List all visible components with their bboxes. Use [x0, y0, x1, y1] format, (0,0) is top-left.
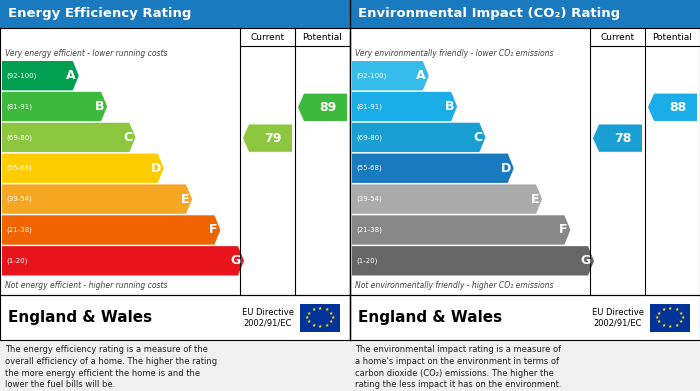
Text: Current: Current — [601, 32, 635, 41]
Text: 78: 78 — [614, 132, 631, 145]
Text: Very energy efficient - lower running costs: Very energy efficient - lower running co… — [5, 49, 167, 58]
Text: A: A — [416, 69, 426, 82]
Text: B: B — [444, 100, 454, 113]
Text: (1-20): (1-20) — [356, 258, 377, 264]
Text: ★: ★ — [307, 319, 311, 325]
Text: Very environmentally friendly - lower CO₂ emissions: Very environmentally friendly - lower CO… — [355, 49, 554, 58]
Text: ★: ★ — [318, 324, 322, 329]
Text: Potential: Potential — [652, 32, 692, 41]
Text: E: E — [181, 193, 189, 206]
Text: ★: ★ — [668, 324, 672, 329]
Text: (21-38): (21-38) — [356, 227, 382, 233]
Text: ★: ★ — [668, 306, 672, 311]
Text: ★: ★ — [305, 315, 309, 320]
Text: EU Directive
2002/91/EC: EU Directive 2002/91/EC — [242, 308, 294, 327]
Text: (81-91): (81-91) — [6, 103, 32, 110]
Text: Not environmentally friendly - higher CO₂ emissions: Not environmentally friendly - higher CO… — [355, 282, 554, 291]
Text: The energy efficiency rating is a measure of the
overall efficiency of a home. T: The energy efficiency rating is a measur… — [5, 345, 217, 389]
Text: Energy Efficiency Rating: Energy Efficiency Rating — [8, 7, 191, 20]
Text: (69-80): (69-80) — [6, 134, 32, 141]
Text: F: F — [559, 224, 568, 237]
Text: (21-38): (21-38) — [6, 227, 32, 233]
Text: (39-54): (39-54) — [6, 196, 32, 203]
Text: D: D — [150, 162, 161, 175]
Text: ★: ★ — [329, 310, 333, 316]
Text: G: G — [231, 254, 241, 267]
Text: ★: ★ — [307, 310, 311, 316]
Text: (81-91): (81-91) — [356, 103, 382, 110]
Text: 89: 89 — [318, 101, 336, 114]
Text: Current: Current — [251, 32, 285, 41]
Text: ★: ★ — [655, 315, 659, 320]
Text: C: C — [473, 131, 482, 144]
Text: (69-80): (69-80) — [356, 134, 382, 141]
Text: ★: ★ — [657, 319, 661, 325]
Text: ★: ★ — [312, 307, 316, 312]
Text: ★: ★ — [330, 315, 335, 320]
Text: (92-100): (92-100) — [356, 72, 386, 79]
Text: ★: ★ — [680, 315, 685, 320]
Text: England & Wales: England & Wales — [8, 310, 152, 325]
Text: G: G — [581, 254, 591, 267]
Text: (39-54): (39-54) — [356, 196, 382, 203]
Text: ★: ★ — [679, 310, 683, 316]
Text: EU Directive
2002/91/EC: EU Directive 2002/91/EC — [592, 308, 644, 327]
Text: ★: ★ — [324, 323, 328, 328]
Text: ★: ★ — [674, 307, 678, 312]
Text: ★: ★ — [662, 307, 666, 312]
Text: ★: ★ — [329, 319, 333, 325]
Text: C: C — [123, 131, 132, 144]
Text: E: E — [531, 193, 539, 206]
Text: ★: ★ — [312, 323, 316, 328]
Text: Environmental Impact (CO₂) Rating: Environmental Impact (CO₂) Rating — [358, 7, 620, 20]
Text: ★: ★ — [318, 306, 322, 311]
Text: (1-20): (1-20) — [6, 258, 27, 264]
Text: B: B — [94, 100, 104, 113]
Text: ★: ★ — [674, 323, 678, 328]
Text: (55-68): (55-68) — [6, 165, 32, 172]
Text: (92-100): (92-100) — [6, 72, 36, 79]
Text: F: F — [209, 224, 218, 237]
Text: The environmental impact rating is a measure of
a home's impact on the environme: The environmental impact rating is a mea… — [355, 345, 561, 389]
Text: ★: ★ — [324, 307, 328, 312]
Text: England & Wales: England & Wales — [358, 310, 502, 325]
Text: Not energy efficient - higher running costs: Not energy efficient - higher running co… — [5, 282, 167, 291]
Text: ★: ★ — [679, 319, 683, 325]
Text: ★: ★ — [662, 323, 666, 328]
Text: D: D — [500, 162, 511, 175]
Text: 79: 79 — [264, 132, 281, 145]
Text: 88: 88 — [668, 101, 686, 114]
Text: (55-68): (55-68) — [356, 165, 382, 172]
Text: A: A — [66, 69, 76, 82]
Text: ★: ★ — [657, 310, 661, 316]
Text: Potential: Potential — [302, 32, 342, 41]
